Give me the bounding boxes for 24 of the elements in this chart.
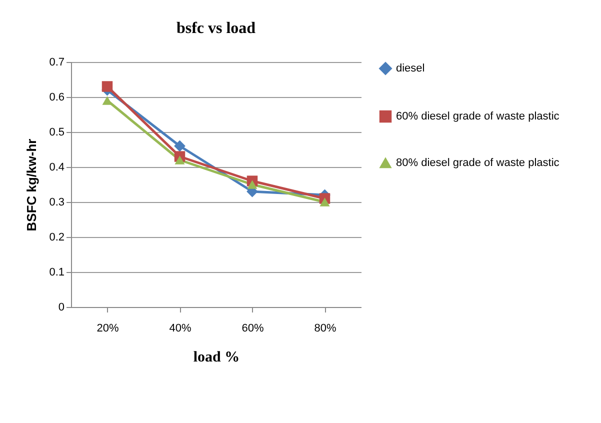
x-tick-label: 40% [169, 322, 192, 334]
y-tick-label: 0.2 [49, 232, 64, 244]
y-tick-label: 0.4 [49, 162, 64, 174]
y-tick-label: 0 [58, 302, 64, 314]
y-tick-label: 0.5 [49, 126, 64, 138]
x-tick-label: 20% [96, 322, 119, 334]
y-tick-label: 0.1 [49, 266, 64, 278]
y-tick-label: 0.7 [49, 56, 64, 68]
legend-label: 60% diesel grade of waste plastic [396, 110, 560, 122]
x-tick-label: 80% [314, 322, 336, 334]
chart-title: bsfc vs load [176, 20, 256, 37]
y-tick-label: 0.3 [49, 196, 64, 208]
point [174, 140, 186, 152]
point [102, 81, 113, 92]
y-tick-label: 0.6 [49, 92, 64, 104]
point [102, 96, 112, 105]
point [320, 198, 330, 206]
legend-label: diesel [396, 62, 425, 74]
legend-label: 80% diesel grade of waste plastic [396, 157, 560, 169]
point [174, 156, 185, 164]
x-tick-label: 60% [242, 322, 264, 334]
y-axis-title: BSFC kg/kw-hr [24, 138, 40, 232]
point [247, 180, 258, 189]
x-axis-title: load % [193, 350, 240, 366]
